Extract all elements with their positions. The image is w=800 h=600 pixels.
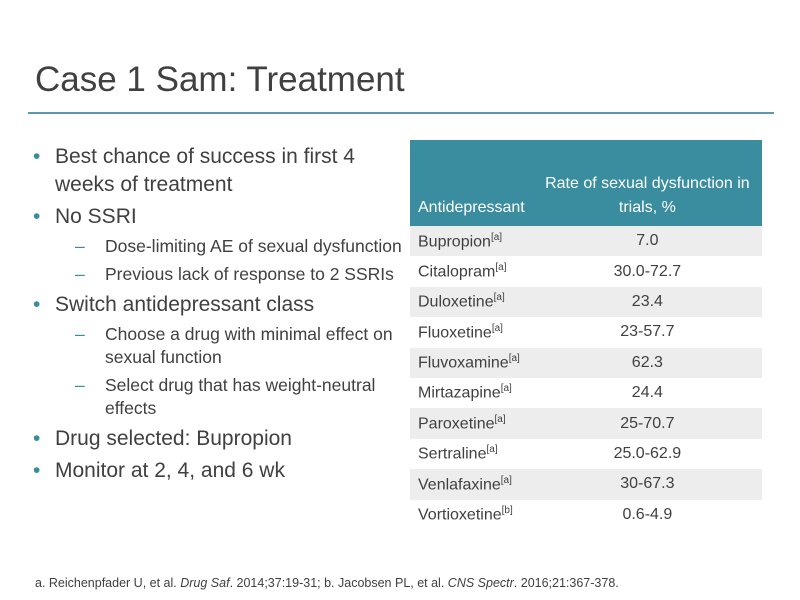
bullet-icon: • — [33, 205, 41, 228]
sub-bullet-item: – Dose-limiting AE of sexual dysfunction — [33, 235, 403, 258]
sub-bullet-text: Select drug that has weight-neutral effe… — [105, 375, 376, 418]
rate-cell: 23-57.7 — [620, 323, 675, 341]
dash-icon: – — [75, 324, 85, 344]
dash-icon: – — [75, 264, 85, 284]
dash-icon: – — [75, 236, 85, 256]
bullet-icon: • — [33, 427, 41, 450]
reference-marker: [a] — [494, 413, 506, 425]
drug-name: Mirtazapine — [418, 384, 501, 402]
header-antidepressant: Antidepressant — [410, 140, 533, 226]
rate-cell: 23.4 — [532, 286, 762, 318]
antidepressant-table: Antidepressant Rate of sexual dysfunctio… — [410, 140, 762, 530]
sub-bullet-text: Dose-limiting AE of sexual dysfunction — [105, 236, 402, 256]
footnote-b-end: . 2016;21:367-378. — [513, 576, 619, 590]
bullet-text: Best chance of success in first 4 weeks … — [55, 145, 355, 196]
table-row: Mirtazapine[a] 24.4 — [410, 378, 762, 408]
bullet-item: • Monitor at 2, 4, and 6 wk — [33, 457, 403, 485]
drug-name: Sertraline — [418, 445, 487, 463]
drug-cell: Sertraline[a] — [410, 439, 533, 469]
sub-bullet-text: Choose a drug with minimal effect on sex… — [105, 324, 393, 367]
reference-marker: [a] — [486, 444, 498, 456]
reference-marker: [b] — [501, 505, 513, 517]
reference-marker: [a] — [493, 292, 505, 304]
rate-cell: 0.6-4.9 — [622, 505, 673, 523]
reference-marker: [a] — [500, 383, 512, 395]
table-row: Duloxetine[a] 23.4 — [410, 286, 762, 318]
bullet-icon: • — [33, 293, 41, 316]
table-row: Vortioxetine[b] 0.6-4.9 — [410, 500, 762, 530]
reference-marker: [a] — [508, 353, 520, 365]
drug-cell: Duloxetine[a] — [410, 286, 533, 318]
bullet-text: No SSRI — [55, 205, 137, 228]
sub-bullet-item: – Choose a drug with minimal effect on se… — [33, 323, 403, 369]
rate-cell: 62.3 — [532, 347, 762, 378]
bullet-item: • Drug selected: Bupropion — [33, 425, 403, 453]
title-divider — [28, 112, 774, 114]
drug-cell: Fluoxetine[a] — [410, 317, 533, 347]
rate-cell: 30.0-72.7 — [613, 262, 682, 280]
drug-name: Venlafaxine — [418, 475, 501, 493]
reference-marker: [a] — [495, 261, 507, 273]
drug-cell: Fluvoxamine[a] — [410, 347, 533, 378]
bullet-text: Monitor at 2, 4, and 6 wk — [55, 459, 285, 482]
bullet-icon: • — [33, 459, 41, 482]
bullet-text: Drug selected: Bupropion — [55, 427, 292, 450]
bullet-item: • No SSRI — [33, 203, 403, 231]
table-row: Citalopram[a] 30.0-72.7 — [410, 256, 762, 286]
footnote: a. Reichenpfader U, et al. Drug Saf. 201… — [35, 576, 619, 590]
bullet-text: Switch antidepressant class — [55, 293, 315, 316]
reference-marker: [a] — [500, 474, 512, 486]
drug-cell: Bupropion[a] — [410, 226, 533, 257]
drug-cell: Vortioxetine[b] — [410, 500, 533, 530]
drug-cell: Venlafaxine[a] — [410, 469, 533, 500]
drug-cell: Citalopram[a] — [410, 256, 533, 286]
drug-name: Duloxetine — [418, 293, 494, 311]
footnote-b-journal: CNS Spectr — [447, 576, 514, 590]
drug-cell: Paroxetine[a] — [410, 408, 533, 439]
rate-cell: 25-70.7 — [532, 408, 762, 439]
sub-bullet-text: Previous lack of response to 2 SSRIs — [105, 264, 394, 284]
dash-icon: – — [75, 375, 85, 395]
table-row: Bupropion[a] 7.0 — [410, 226, 762, 257]
table-row: Fluoxetine[a] 23-57.7 — [410, 317, 762, 347]
table-row: Fluvoxamine[a] 62.3 — [410, 347, 762, 378]
drug-name: Vortioxetine — [418, 506, 502, 524]
drug-name: Fluoxetine — [418, 324, 492, 342]
rate-cell: 24.4 — [631, 384, 663, 402]
table-row: Paroxetine[a] 25-70.7 — [410, 408, 762, 439]
rate-cell: 25.0-62.9 — [613, 444, 682, 462]
bullet-icon: • — [33, 145, 41, 168]
rate-cell: 30-67.3 — [532, 469, 762, 500]
header-rate: Rate of sexual dysfunction in trials, % — [532, 140, 762, 226]
footnote-a-journal: Drug Saf — [180, 576, 230, 590]
bullet-list: • Best chance of success in first 4 weeks… — [33, 143, 403, 489]
reference-marker: [a] — [490, 231, 503, 243]
footnote-b: . 2014;37:19-31; b. Jacobsen PL, et al. — [229, 576, 448, 590]
reference-marker: [a] — [491, 322, 503, 334]
sub-bullet-item: – Select drug that has weight-neutral eff… — [33, 374, 403, 420]
drug-name: Paroxetine — [418, 415, 495, 433]
drug-name: Citalopram — [418, 263, 496, 281]
drug-name: Bupropion — [418, 232, 491, 250]
drug-name: Fluvoxamine — [418, 354, 509, 372]
sub-bullet-item: – Previous lack of response to 2 SSRIs — [33, 263, 403, 286]
drug-cell: Mirtazapine[a] — [410, 378, 533, 408]
table-row: Venlafaxine[a] 30-67.3 — [410, 469, 762, 500]
bullet-item: • Best chance of success in first 4 weeks… — [33, 143, 403, 199]
rate-cell: 7.0 — [532, 226, 762, 257]
slide-title: Case 1 Sam: Treatment — [35, 60, 405, 99]
table-row: Sertraline[a] 25.0-62.9 — [410, 439, 762, 469]
footnote-a: a. Reichenpfader U, et al. — [35, 576, 181, 590]
bullet-item: • Switch antidepressant class — [33, 291, 403, 319]
